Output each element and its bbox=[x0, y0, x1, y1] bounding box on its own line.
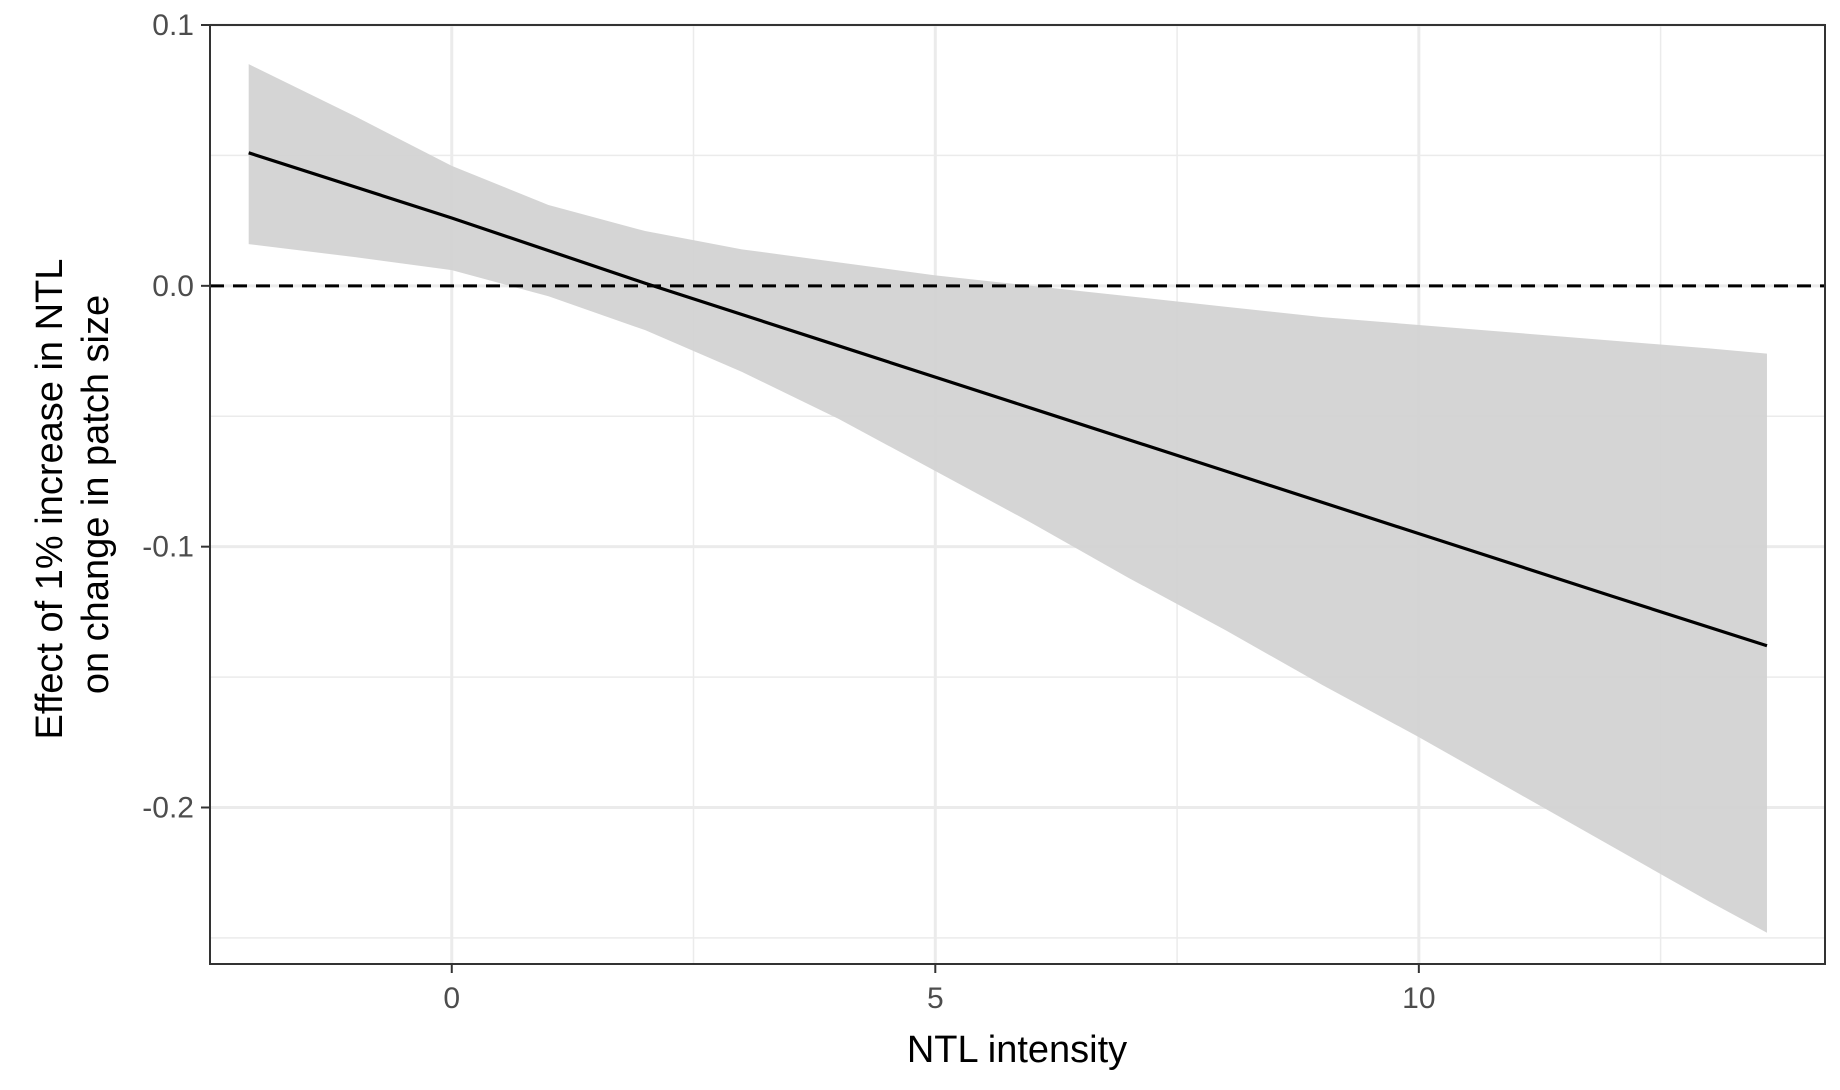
y-axis-title-line-1: Effect of 1% increase in NTL bbox=[29, 260, 71, 740]
y-axis-title-line-2: on change in patch size bbox=[75, 295, 117, 694]
confidence-band bbox=[248, 64, 1767, 933]
y-tick-label: -0.1 bbox=[142, 531, 194, 564]
y-axis-title: Effect of 1% increase in NTL on change i… bbox=[29, 249, 117, 739]
series-line-0 bbox=[248, 151, 1768, 648]
x-tick-label: 0 bbox=[443, 982, 460, 1015]
y-tick-label: -0.2 bbox=[142, 792, 194, 825]
y-tick-label: 0.1 bbox=[152, 9, 194, 42]
y-tick-label: 0.0 bbox=[152, 270, 194, 303]
x-axis-title: NTL intensity bbox=[907, 1029, 1127, 1071]
x-tick-label: 5 bbox=[927, 982, 944, 1015]
x-tick-label: 10 bbox=[1402, 982, 1435, 1015]
plot-panel-border bbox=[209, 24, 1826, 965]
